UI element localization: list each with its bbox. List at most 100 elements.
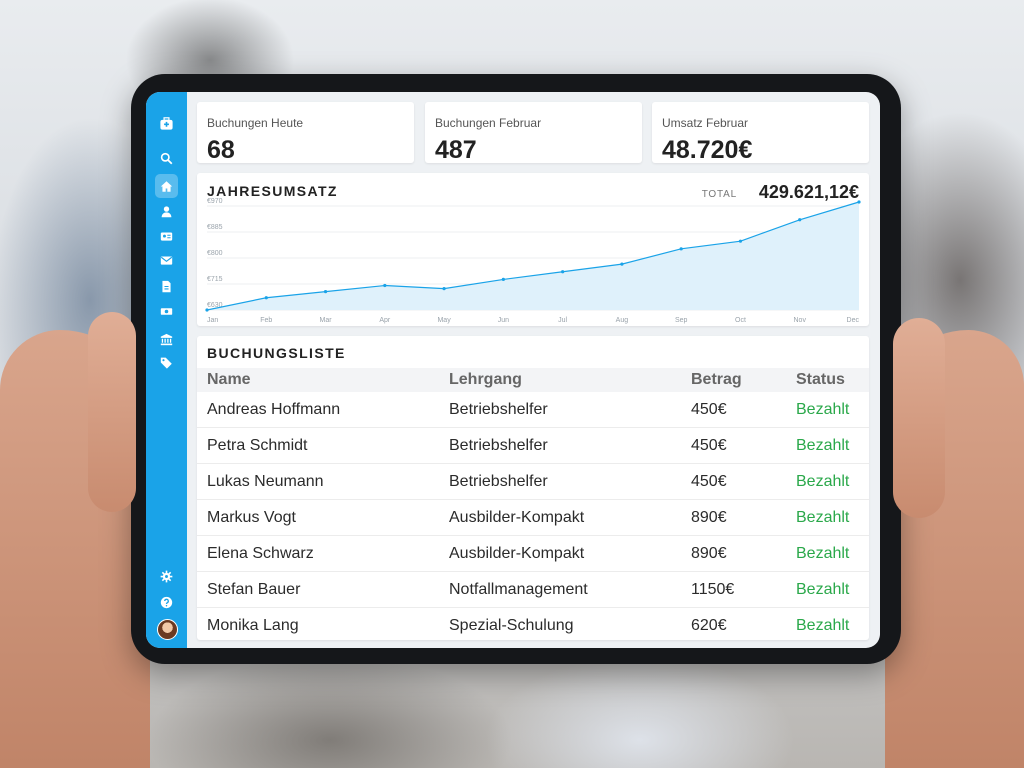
column-header-course[interactable]: Lehrgang [439, 368, 681, 392]
cell-amount: 890€ [681, 535, 786, 572]
cell-name: Lukas Neumann [197, 463, 439, 500]
kpi-label: Umsatz Februar [662, 116, 749, 130]
cell-status: Bezahlt [786, 463, 869, 500]
table-row[interactable]: Petra Schmidt Betriebshelfer 450€ Bezahl… [197, 427, 869, 464]
table-row[interactable]: Elena Schwarz Ausbilder-Kompakt 890€ Bez… [197, 535, 869, 572]
booking-table: Name Lehrgang Betrag Status Andreas Hoff… [197, 368, 869, 640]
table-header-row: Name Lehrgang Betrag Status [197, 368, 869, 392]
cell-status: Bezahlt [786, 392, 869, 428]
cell-amount: 890€ [681, 499, 786, 536]
cell-amount: 450€ [681, 463, 786, 500]
table-row[interactable]: Lukas Neumann Betriebshelfer 450€ Bezahl… [197, 463, 869, 500]
x-tick-label: Apr [379, 317, 391, 324]
mail-icon[interactable] [155, 250, 178, 270]
table-row[interactable]: Markus Vogt Ausbilder-Kompakt 890€ Bezah… [197, 499, 869, 536]
revenue-chart: €970 €885 €800 €715 €630 Jan Feb Mar Apr May Jun Ju… [205, 198, 861, 324]
kpi-value: 68 [207, 136, 235, 164]
booking-list-card: BUCHUNGSLISTE Name Lehrgang Betrag Statu… [197, 336, 869, 640]
table-row[interactable]: Stefan Bauer Notfallmanagement 1150€ Bez… [197, 571, 869, 608]
cell-status: Bezahlt [786, 607, 869, 640]
column-header-amount[interactable]: Betrag [681, 368, 786, 392]
cell-status: Bezahlt [786, 427, 869, 464]
x-tick-label: Jul [558, 317, 567, 324]
y-tick-label: €885 [207, 224, 223, 231]
column-header-name[interactable]: Name [197, 368, 439, 392]
user-icon[interactable] [155, 201, 178, 221]
table-row[interactable]: Monika Lang Spezial-Schulung 620€ Bezahl… [197, 607, 869, 640]
y-tick-label: €630 [207, 302, 223, 309]
cell-status: Bezahlt [786, 571, 869, 608]
cell-course: Ausbilder-Kompakt [439, 499, 681, 536]
document-icon[interactable] [155, 276, 178, 296]
y-tick-label: €800 [207, 250, 223, 257]
data-point [501, 277, 505, 282]
kpi-card-bookings-today: Buchungen Heute 68 [197, 102, 414, 164]
cell-name: Monika Lang [197, 607, 439, 640]
annual-revenue-title: JAHRESUMSATZ [207, 183, 338, 199]
cell-amount: 1150€ [681, 571, 786, 608]
table-row[interactable]: Andreas Hoffmann Betriebshelfer 450€ Bez… [197, 392, 869, 428]
cell-course: Spezial-Schulung [439, 607, 681, 640]
cell-name: Stefan Bauer [197, 571, 439, 608]
money-icon[interactable] [155, 301, 178, 321]
data-point [323, 290, 328, 294]
x-tick-label: Jan [207, 317, 218, 324]
home-icon[interactable] [155, 174, 178, 198]
search-icon[interactable] [155, 148, 178, 168]
tag-icon[interactable] [155, 352, 178, 372]
cell-course: Betriebshelfer [439, 427, 681, 464]
data-point [205, 308, 209, 312]
data-point [679, 247, 683, 251]
kpi-value: 48.720€ [662, 136, 753, 164]
cell-status: Bezahlt [786, 535, 869, 572]
kpi-label: Buchungen Februar [435, 116, 542, 130]
cell-status: Bezahlt [786, 499, 869, 536]
column-header-status[interactable]: Status [786, 368, 869, 392]
cell-amount: 620€ [681, 607, 786, 640]
area-fill [207, 202, 859, 310]
kpi-label: Buchungen Heute [207, 116, 304, 130]
id-card-icon[interactable] [155, 226, 178, 246]
kpi-card-bookings-february: Buchungen Februar 487 [425, 102, 642, 164]
help-icon[interactable] [155, 592, 178, 612]
cell-amount: 450€ [681, 392, 786, 428]
sidebar [146, 92, 187, 648]
total-value: 429.621,12€ [758, 182, 859, 202]
y-tick-label: €715 [207, 276, 223, 283]
cell-name: Elena Schwarz [197, 535, 439, 572]
cell-name: Andreas Hoffmann [197, 392, 439, 428]
gear-icon[interactable] [155, 566, 178, 586]
booking-list-title: BUCHUNGSLISTE [207, 345, 346, 361]
data-point [738, 239, 743, 243]
data-point [383, 283, 387, 288]
total-label: TOTAL [701, 189, 737, 200]
x-tick-label: Feb [260, 317, 272, 324]
data-point [442, 286, 446, 291]
x-tick-label: Nov [794, 317, 807, 324]
x-tick-label: Dec [847, 317, 860, 324]
avatar[interactable] [157, 619, 178, 640]
cell-amount: 450€ [681, 427, 786, 464]
x-tick-label: Jun [498, 317, 509, 324]
annual-revenue-card: JAHRESUMSATZ TOTAL 429.621,12€ €970 €885 €… [197, 173, 869, 326]
x-tick-label: Oct [735, 317, 746, 324]
cell-course: Ausbilder-Kompakt [439, 535, 681, 572]
cell-course: Betriebshelfer [439, 392, 681, 428]
data-point [561, 270, 565, 274]
cell-name: Markus Vogt [197, 499, 439, 536]
medical-kit-icon[interactable] [155, 112, 178, 134]
left-thumb [88, 312, 136, 512]
kpi-value: 487 [435, 136, 477, 164]
cell-name: Petra Schmidt [197, 427, 439, 464]
data-point [620, 262, 624, 266]
data-point [857, 200, 861, 204]
cell-course: Notfallmanagement [439, 571, 681, 608]
bank-icon[interactable] [155, 329, 178, 349]
x-tick-label: May [437, 317, 451, 324]
kpi-card-revenue-february: Umsatz Februar 48.720€ [652, 102, 869, 164]
dashboard-screen: Buchungen Heute 68 Buchungen Februar 487… [146, 92, 880, 648]
right-thumb [893, 318, 945, 518]
x-tick-label: Sep [675, 317, 688, 324]
x-tick-label: Mar [320, 317, 333, 324]
y-tick-label: €970 [207, 198, 223, 205]
